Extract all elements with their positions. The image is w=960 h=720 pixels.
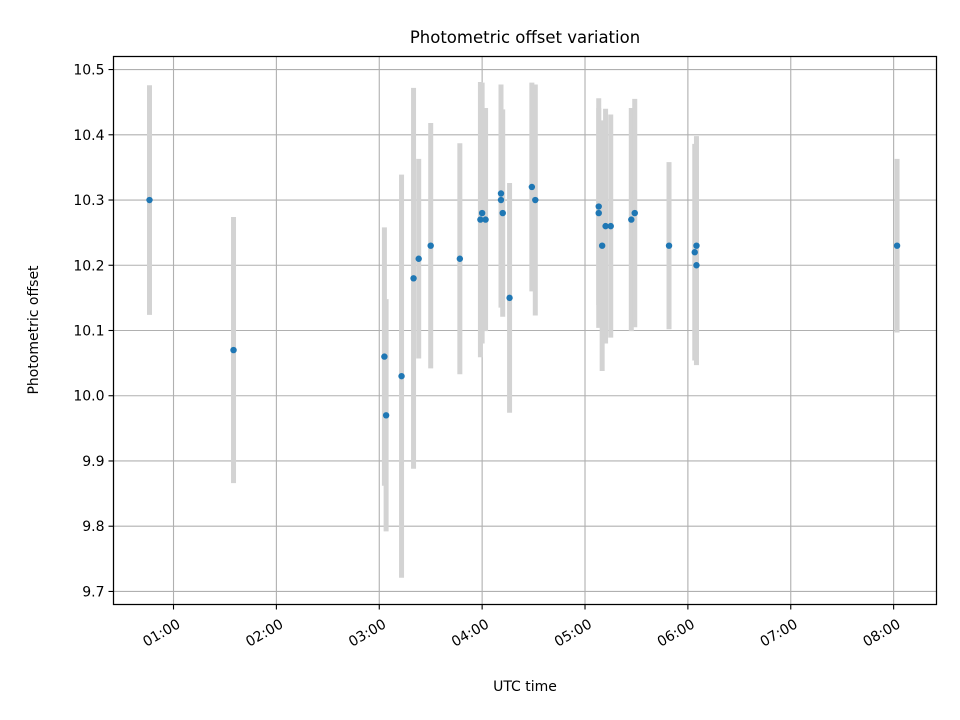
chart-title: Photometric offset variation	[410, 28, 640, 47]
data-point	[456, 255, 464, 262]
grid-layer	[113, 56, 937, 605]
data-point	[598, 242, 606, 249]
y-tick-label: 10.4	[73, 128, 104, 144]
data-point	[482, 216, 489, 223]
data-point	[602, 222, 609, 230]
data-point	[693, 262, 700, 269]
data-point	[497, 196, 505, 204]
y-tick-label: 10.3	[73, 193, 104, 209]
data-point	[607, 222, 614, 230]
data-point	[665, 242, 673, 249]
data-point	[415, 255, 422, 262]
data-point	[631, 209, 638, 217]
data-point	[532, 196, 539, 204]
data-point	[893, 242, 901, 249]
data-point	[506, 294, 513, 302]
data-point	[595, 209, 602, 217]
data-point	[478, 209, 486, 217]
y-tick-label: 10.5	[73, 63, 104, 79]
data-point	[146, 196, 153, 204]
data-point	[230, 346, 237, 354]
y-tick-label: 9.8	[82, 519, 104, 535]
data-point	[628, 216, 635, 223]
data-point	[499, 209, 506, 217]
data-point	[398, 372, 405, 380]
y-tick-label: 9.7	[82, 584, 104, 600]
point-layer	[146, 183, 901, 419]
data-point	[381, 353, 388, 360]
y-tick-label: 10.0	[73, 389, 104, 405]
data-point	[693, 242, 700, 249]
data-point	[528, 183, 536, 191]
y-tick-label: 10.1	[73, 324, 104, 340]
data-point	[410, 275, 417, 282]
data-point	[497, 190, 505, 197]
y-axis-label: Photometric offset	[26, 265, 42, 395]
data-point	[477, 216, 484, 223]
data-point	[691, 249, 698, 256]
data-point	[427, 242, 434, 249]
x-axis-label: UTC time	[493, 679, 557, 695]
y-tick-label: 9.9	[82, 454, 104, 470]
y-tick-label: 10.2	[73, 258, 104, 274]
data-point	[382, 412, 390, 419]
data-point	[595, 203, 602, 210]
